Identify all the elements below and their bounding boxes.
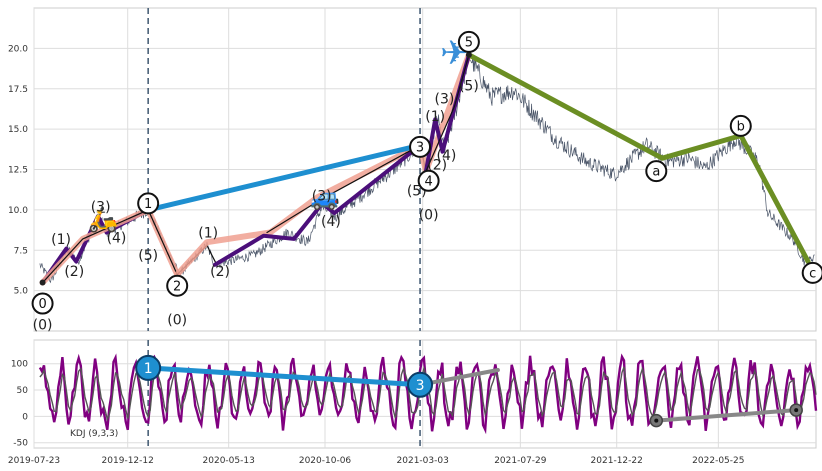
wave-line-purple-2 [212, 143, 423, 267]
wave-line-blue-wave [145, 142, 423, 213]
kdj-y-tick-label: -50 [13, 439, 28, 449]
kdj-y-tick-label: 50 [17, 386, 29, 396]
kdj-overlay-gray-2 [654, 408, 799, 423]
x-tick-label: 2019-12-12 [102, 456, 154, 466]
pivot-dot-0 [39, 279, 46, 286]
scooter-icon: 🛵 [88, 206, 118, 234]
kdj-circle [135, 354, 162, 381]
wave-text-label: (4) [107, 230, 127, 246]
wave-text-label: (0) [167, 313, 187, 329]
wave-text-label: (3) [312, 188, 332, 204]
kdj-y-tick-label: 100 [11, 360, 28, 370]
x-tick-label: 2022-05-25 [692, 456, 744, 466]
wave-circle-label: 1 [144, 197, 152, 212]
price-y-tick-label: 10.0 [8, 206, 28, 216]
wave-circle [166, 274, 189, 297]
wave-circle [137, 192, 160, 215]
x-tick-label: 2020-05-13 [203, 456, 255, 466]
kdj-circle [407, 371, 434, 398]
wave-circle [729, 114, 752, 137]
wave-circle [417, 169, 440, 192]
wave-circle-label: b [737, 119, 745, 134]
price-y-tick-label: 7.5 [14, 246, 28, 256]
wave-text-label: (1) [51, 232, 71, 248]
kdj-j-line [38, 353, 818, 435]
wave-circle-label: a [652, 165, 660, 180]
x-tick-label: 2021-03-03 [397, 456, 449, 466]
x-tick-label: 2021-12-22 [591, 456, 643, 466]
price-panel: 5.07.510.012.515.017.520.0🛵🚙✈(0)(1)(2)(3… [8, 7, 822, 334]
wave-text-label: (3) [91, 200, 111, 216]
wave-circle [31, 292, 54, 315]
kdj-y-tick-label: 0 [22, 412, 28, 422]
price-y-tick-label: 12.5 [8, 166, 28, 176]
wave-circle-label: 0 [38, 297, 46, 312]
kdj-annotation: KDJ (9,3,3) [70, 429, 118, 439]
wave-circle-label: 5 [465, 35, 473, 50]
price-y-tick-label: 17.5 [8, 85, 28, 95]
wave-text-label: (1) [425, 109, 445, 125]
pivot-dot-1 [465, 51, 472, 58]
wave-text-label: (3) [435, 91, 455, 107]
wave-circle-label: 3 [416, 140, 424, 155]
wave-circle-label: 4 [424, 174, 432, 189]
wave-text-label: (5) [459, 79, 479, 95]
wave-text-label: (0) [419, 208, 439, 224]
wave-circle [801, 261, 822, 284]
wave-text-label: (2) [427, 158, 447, 174]
x-tick-label: 2021-07-29 [494, 456, 547, 466]
kdj-circle-label: 1 [144, 361, 153, 377]
wave-circle [645, 160, 668, 183]
wave-line-black-1 [41, 209, 218, 284]
wave-line-green-wave [466, 52, 811, 265]
kdj-overlay-gray-1 [418, 368, 500, 387]
wave-text-label: (2) [210, 264, 230, 280]
wave-text-label: (2) [64, 264, 84, 280]
wave-text-label: (5) [138, 248, 158, 264]
wave-circle-label: 2 [173, 279, 181, 294]
x-tick-label: 2019-07-23 [8, 456, 60, 466]
wave-text-label: (4) [321, 214, 341, 230]
wave-line-black-3 [425, 54, 470, 172]
car-icon: 🚙 [310, 183, 340, 211]
wave-text-label: (4) [437, 148, 457, 164]
wave-circle [457, 30, 480, 53]
price-y-tick-label: 20.0 [8, 44, 28, 54]
kdj-end-marker-dot [794, 408, 799, 413]
kdj-overlay-blue [145, 365, 423, 388]
kdj-circle-label: 3 [416, 378, 425, 394]
x-tick-label: 2020-10-06 [299, 456, 352, 466]
wave-text-label: (1) [198, 225, 218, 241]
kdj-panel: -50 0 50 100 1 3 KDJ (9,3,3) [11, 339, 818, 449]
kdj-end-marker-dot [654, 418, 659, 423]
price-y-tick-label: 5.0 [14, 287, 29, 297]
price-y-tick-label: 15.0 [8, 125, 28, 135]
x-axis: 2019-07-23 2019-12-12 2020-05-13 2020-10-06… [8, 456, 745, 466]
wave-circle-label: c [809, 266, 816, 281]
wave-line-salmon-2 [174, 142, 424, 278]
wave-circle [409, 135, 432, 158]
wave-text-label: (0) [33, 318, 53, 334]
